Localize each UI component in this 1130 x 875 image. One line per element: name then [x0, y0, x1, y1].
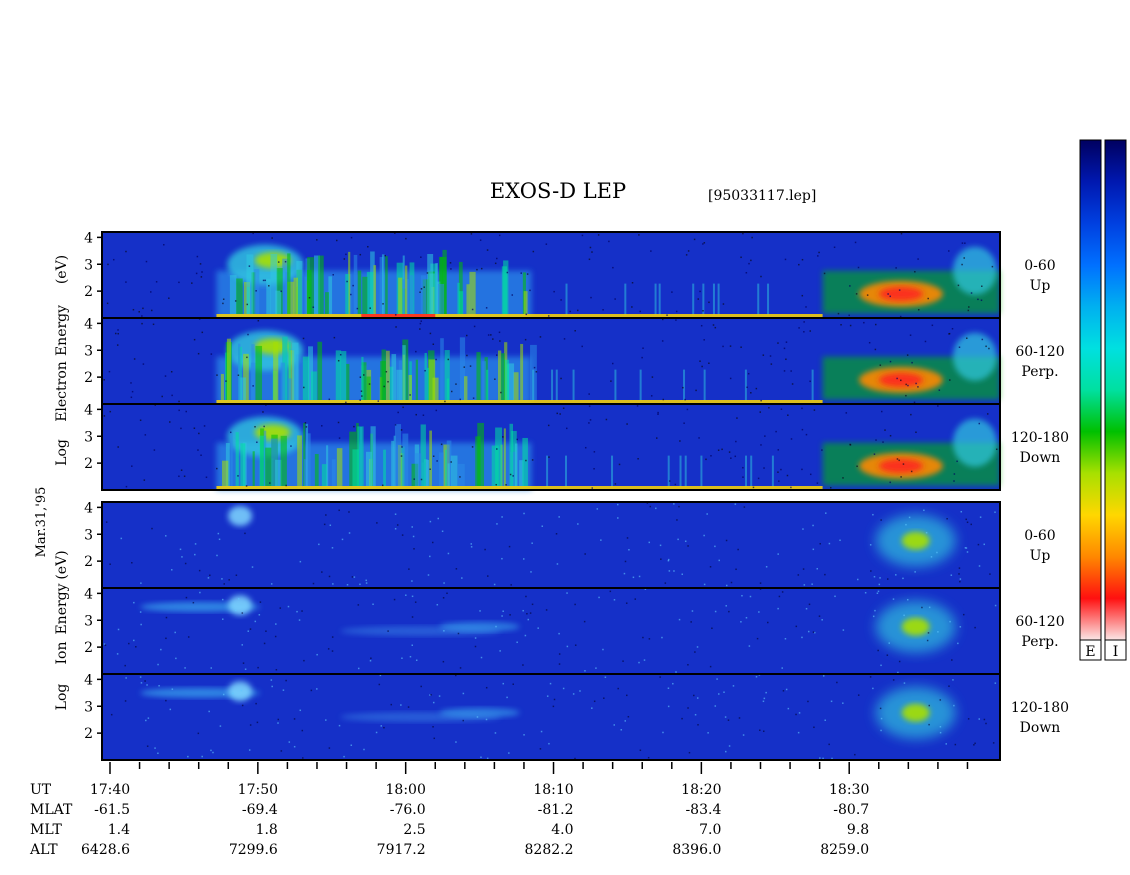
electron-panel-down: 4 3 2 120-180 Down: [84, 402, 1069, 491]
ephemeris-row-label: ALT: [29, 842, 58, 858]
ion-panel-down: 4 3 2 120-180 Down: [84, 672, 1069, 761]
ephemeris-value: 7.0: [699, 822, 721, 838]
y-tick-label: 2: [84, 726, 93, 742]
y-axis-label-word: (eV): [54, 550, 70, 579]
y-tick-label: 3: [84, 343, 93, 359]
y-tick-label: 2: [84, 284, 93, 300]
panel-angle-label: Up: [1030, 278, 1051, 294]
y-axis-label-word: Energy: [54, 583, 70, 634]
ephemeris-value: 18:00: [386, 782, 426, 798]
y-tick-label: 4: [84, 500, 93, 516]
y-axis-label-word: Energy: [54, 305, 70, 356]
chart-title: EXOS-D LEP: [490, 179, 626, 203]
electron-y-axis-label: Log Electron Energy (eV): [54, 255, 70, 466]
ephemeris-value: 7299.6: [229, 842, 278, 858]
ephemeris-value: -76.0: [390, 802, 426, 818]
colorbar-label: E: [1085, 644, 1095, 660]
y-tick-label: 4: [84, 230, 93, 246]
y-tick-label: 3: [84, 699, 93, 715]
ephemeris-value: 6428.6: [81, 842, 130, 858]
ion-panel-frame: [101, 673, 1001, 761]
ephemeris-value: -80.7: [833, 802, 869, 818]
ephemeris-value: -81.2: [538, 802, 574, 818]
ephemeris-value: 1.8: [256, 822, 278, 838]
ephemeris-value: -61.5: [94, 802, 130, 818]
y-tick-label: 3: [84, 613, 93, 629]
y-tick-label: 4: [84, 586, 93, 602]
panel-angle-label: 120-180: [1011, 430, 1069, 446]
ephemeris-value: 18:20: [681, 782, 721, 798]
y-axis-label-word: (eV): [54, 255, 70, 284]
panel-angle-label: Perp.: [1021, 634, 1058, 650]
ion-panel-perp: 4 3 2 60-120 Perp.: [84, 586, 1065, 675]
y-tick-label: 2: [84, 640, 93, 656]
colorbar-label-box: [1104, 639, 1127, 661]
y-tick-label: 4: [84, 316, 93, 332]
date-label: Mar.31,'95: [34, 487, 49, 558]
colorbar-e: E: [1079, 139, 1102, 661]
ephemeris-value: -83.4: [685, 802, 721, 818]
ion-panel-group: 4 3 2 0-60 Up 4 3 2 60-120 Perp. 4 3 2 120-180 Down Log…: [54, 500, 1069, 761]
ephemeris-value: -69.4: [242, 802, 278, 818]
y-tick-label: 2: [84, 456, 93, 472]
y-tick-label: 3: [84, 429, 93, 445]
ephemeris-value: 2.5: [403, 822, 425, 838]
panel-angle-label: Up: [1030, 548, 1051, 564]
electron-panel-frame: [101, 403, 1001, 491]
panel-angle-label: Down: [1020, 720, 1061, 736]
panel-angle-label: 120-180: [1011, 700, 1069, 716]
ephemeris-value: 7917.2: [377, 842, 426, 858]
file-label: [95033117.lep]: [708, 188, 816, 204]
date-label-text: Mar.31,'95: [34, 487, 49, 558]
electron-panel-up: 4 3 2 0-60 Up: [84, 230, 1056, 319]
ephemeris-value: 9.8: [847, 822, 869, 838]
y-tick-label: 4: [84, 672, 93, 688]
panel-angle-label: 0-60: [1024, 528, 1055, 544]
ephemeris-value: 1.4: [108, 822, 130, 838]
ephemeris-row-label: MLAT: [30, 802, 73, 818]
y-tick-label: 4: [84, 402, 93, 418]
panel-angle-label: 0-60: [1024, 258, 1055, 274]
electron-panel-perp: 4 3 2 60-120 Perp.: [84, 316, 1065, 405]
colorbar-strip: [1104, 139, 1127, 641]
ephemeris-value: 18:30: [829, 782, 869, 798]
colorbar-strip: [1079, 139, 1102, 641]
ephemeris-value: 8259.0: [820, 842, 869, 858]
panel-angle-label: Perp.: [1021, 364, 1058, 380]
ephemeris-value: 17:50: [238, 782, 278, 798]
ephemeris-value: 17:40: [90, 782, 130, 798]
ephemeris-value: 8396.0: [672, 842, 721, 858]
y-tick-label: 2: [84, 554, 93, 570]
ephemeris-value: 8282.2: [525, 842, 574, 858]
electron-panel-group: 4 3 2 0-60 Up 4 3 2 60-120 Perp. 4 3 2 120-180 Down Log…: [54, 230, 1069, 491]
colorbar-label: I: [1113, 644, 1119, 660]
ephemeris-row-label: UT: [30, 782, 52, 798]
y-tick-label: 3: [84, 527, 93, 543]
ion-y-axis-label: Log Ion Energy (eV): [54, 550, 70, 710]
ephemeris-row-label: MLT: [30, 822, 62, 838]
y-tick-label: 3: [84, 257, 93, 273]
panel-angle-label: 60-120: [1015, 344, 1064, 360]
y-axis-label-word: Log: [54, 684, 70, 711]
ephemeris-value: 4.0: [551, 822, 573, 838]
panel-angle-label: 60-120: [1015, 614, 1064, 630]
y-axis-label-word: Electron: [54, 361, 70, 422]
ephemeris-value: 18:10: [533, 782, 573, 798]
colorbar-i: I: [1104, 139, 1127, 661]
y-tick-label: 2: [84, 370, 93, 386]
colorbar-label-box: [1079, 639, 1102, 661]
panel-angle-label: Down: [1020, 450, 1061, 466]
ion-panel-up: 4 3 2 0-60 Up: [84, 500, 1056, 589]
y-axis-label-word: Log: [54, 439, 70, 466]
y-axis-label-word: Ion: [54, 642, 70, 665]
